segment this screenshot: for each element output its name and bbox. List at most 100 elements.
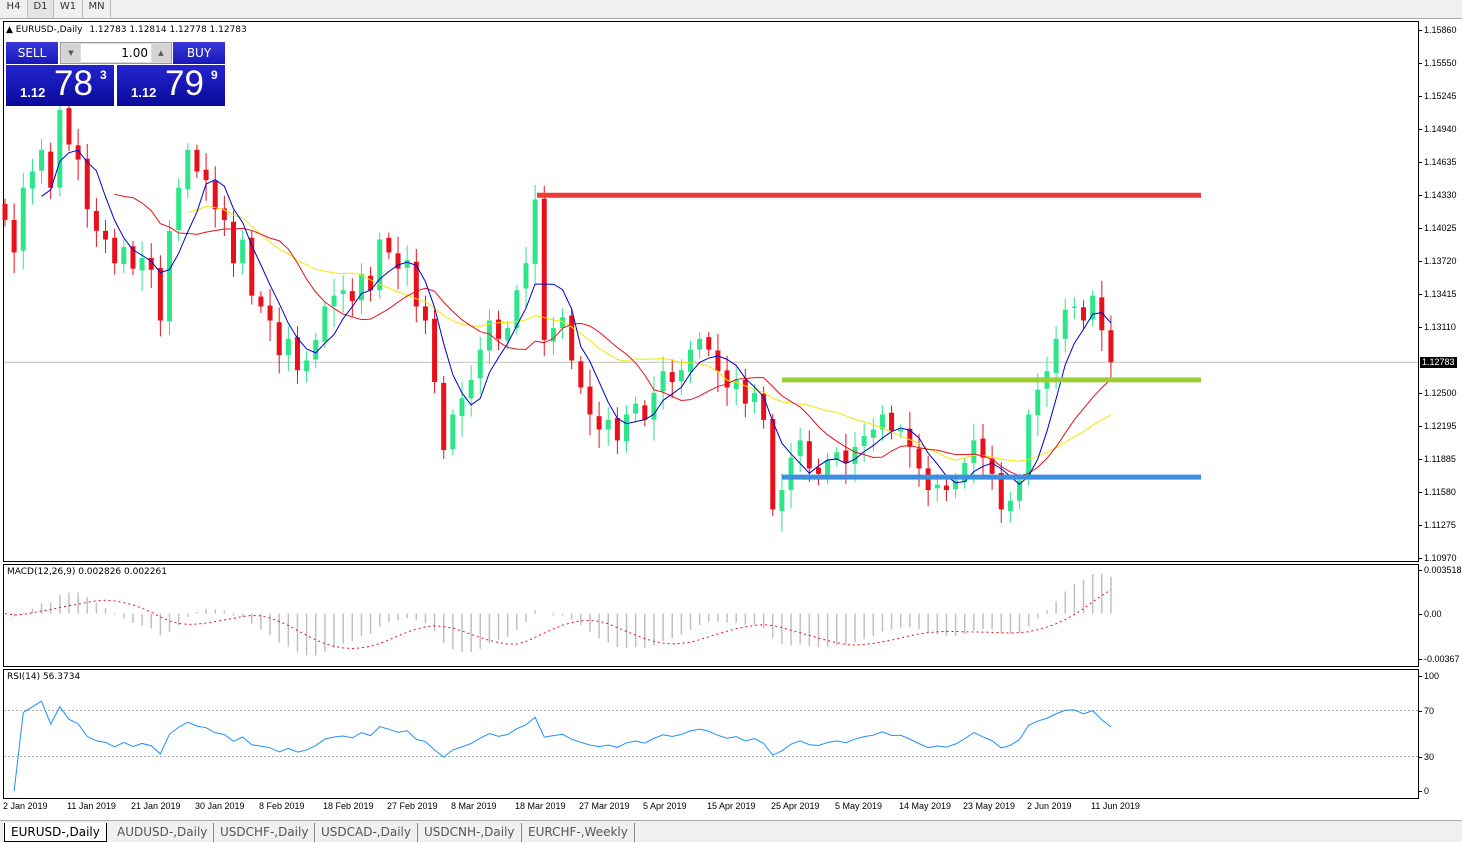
lot-size-input[interactable] <box>81 44 151 62</box>
candle-body <box>331 295 337 307</box>
chart-tab[interactable]: USDCAD-,Daily <box>315 823 418 842</box>
axis-tick <box>1419 525 1422 527</box>
ma-fast-line <box>41 149 1112 486</box>
candle-body <box>1062 309 1068 339</box>
rsi-panel[interactable] <box>3 669 1419 799</box>
rsi-tick-label: 0 <box>1424 786 1430 796</box>
candle-body <box>605 419 611 430</box>
candle-body <box>697 338 703 350</box>
timeframe-mn[interactable]: MN <box>83 0 111 18</box>
date-tick-label: 27 Feb 2019 <box>387 801 438 811</box>
price-tick-label: 1.11885 <box>1424 454 1456 465</box>
buy-button[interactable]: BUY <box>173 42 225 64</box>
price-tick-label: 1.13415 <box>1424 289 1457 300</box>
candle-body <box>340 290 346 294</box>
candle-body <box>834 452 840 460</box>
date-tick-label: 14 May 2019 <box>899 801 952 811</box>
price-tick-label: 1.15860 <box>1424 25 1457 35</box>
candle-body <box>624 414 630 442</box>
lot-decrease-icon[interactable]: ▼ <box>62 44 80 62</box>
candle-body <box>496 319 502 339</box>
macd-signal-line <box>4 589 1112 650</box>
timeframe-h4[interactable]: H4 <box>0 0 28 18</box>
candle-body <box>422 306 428 321</box>
candle-body <box>450 414 456 450</box>
macd-title: MACD(12,26,9) 0.002826 0.002261 <box>7 567 167 577</box>
chart-tab[interactable]: USDCNH-,Daily <box>418 823 522 842</box>
rsi-tick-label: 70 <box>1424 705 1435 716</box>
sell-price-fraction: 3 <box>100 68 107 82</box>
candle-body <box>386 237 392 253</box>
rsi-tick-label: 30 <box>1424 751 1435 762</box>
candle-body <box>989 458 995 474</box>
candle-body <box>486 320 492 351</box>
chart-tab[interactable]: AUDUSD-,Daily <box>111 823 215 842</box>
candle-body <box>688 349 693 372</box>
axis-tick <box>1419 261 1422 263</box>
date-tick-label: 18 Feb 2019 <box>323 801 374 811</box>
chart-tab[interactable]: EURCHF-,Weekly <box>522 823 635 842</box>
chart-tab[interactable]: EURUSD-,Daily <box>4 823 107 842</box>
buy-price[interactable]: 1.12 79 9 <box>117 65 225 106</box>
candle-body <box>505 328 511 341</box>
axis-tick <box>1419 228 1422 230</box>
price-tick-label: 1.12195 <box>1424 420 1457 431</box>
candle-body <box>139 257 145 271</box>
timeframe-toolbar: H4 D1 W1 MN <box>0 0 1462 19</box>
candle-body <box>642 405 648 420</box>
candle-body <box>39 149 45 171</box>
axis-tick <box>1419 570 1422 571</box>
date-tick-label: 21 Jan 2019 <box>131 801 181 811</box>
buy-price-prefix: 1.12 <box>131 85 157 100</box>
date-tick-label: 5 May 2019 <box>835 801 883 811</box>
candle-body <box>212 180 218 210</box>
timeframe-w1[interactable]: W1 <box>54 0 83 18</box>
candle-body <box>861 436 867 446</box>
candle-body <box>57 109 63 188</box>
candle-body <box>733 379 739 390</box>
chart-title: EURUSD-,Daily <box>15 25 83 35</box>
candle-body <box>48 151 54 188</box>
candle-body <box>541 198 547 340</box>
candle-body <box>130 246 136 269</box>
axis-tick <box>1419 294 1422 296</box>
sell-price[interactable]: 1.12 78 3 <box>6 65 114 106</box>
candle-body <box>29 171 35 189</box>
candle-body <box>870 429 876 438</box>
main-chart-panel[interactable] <box>3 21 1419 562</box>
candle-body <box>194 149 200 172</box>
candle-body <box>148 257 154 270</box>
chart-tabs: EURUSD-,Daily AUDUSD-,Daily USDCHF-,Daily U… <box>0 820 1462 842</box>
price-tick-label: 1.13110 <box>1424 321 1456 332</box>
macd-tick-label: 0.003518 <box>1424 565 1462 575</box>
rsi-tick-label: 100 <box>1424 671 1440 681</box>
candle-body <box>11 220 17 253</box>
lot-increase-icon[interactable]: ▲ <box>152 44 170 62</box>
axis-tick <box>1419 756 1422 758</box>
price-tick-label: 1.14940 <box>1424 124 1457 135</box>
axis-tick <box>1419 791 1422 792</box>
candle-body <box>678 370 684 382</box>
collapse-triangle-icon[interactable]: ▲ <box>6 25 13 35</box>
date-tick-label: 11 Jan 2019 <box>67 801 116 811</box>
chart-tab[interactable]: USDCHF-,Daily <box>214 823 316 842</box>
candle-body <box>221 208 227 221</box>
candle-body <box>249 237 255 296</box>
candle-body <box>20 187 26 251</box>
macd-panel[interactable] <box>3 564 1419 667</box>
timeframe-d1[interactable]: D1 <box>28 0 54 18</box>
candle-body <box>660 371 666 392</box>
candle-body <box>614 418 620 441</box>
candle-body <box>943 485 949 491</box>
candle-body <box>313 339 319 360</box>
candle-body <box>468 379 474 399</box>
date-tick-label: 25 Apr 2019 <box>771 801 820 811</box>
candle-body <box>267 305 273 321</box>
sell-button[interactable]: SELL <box>6 42 58 64</box>
candle-body <box>550 328 556 342</box>
candle-body <box>1035 389 1041 416</box>
candle-body <box>560 317 566 329</box>
candle-body <box>569 315 575 361</box>
candle-body <box>806 441 812 469</box>
